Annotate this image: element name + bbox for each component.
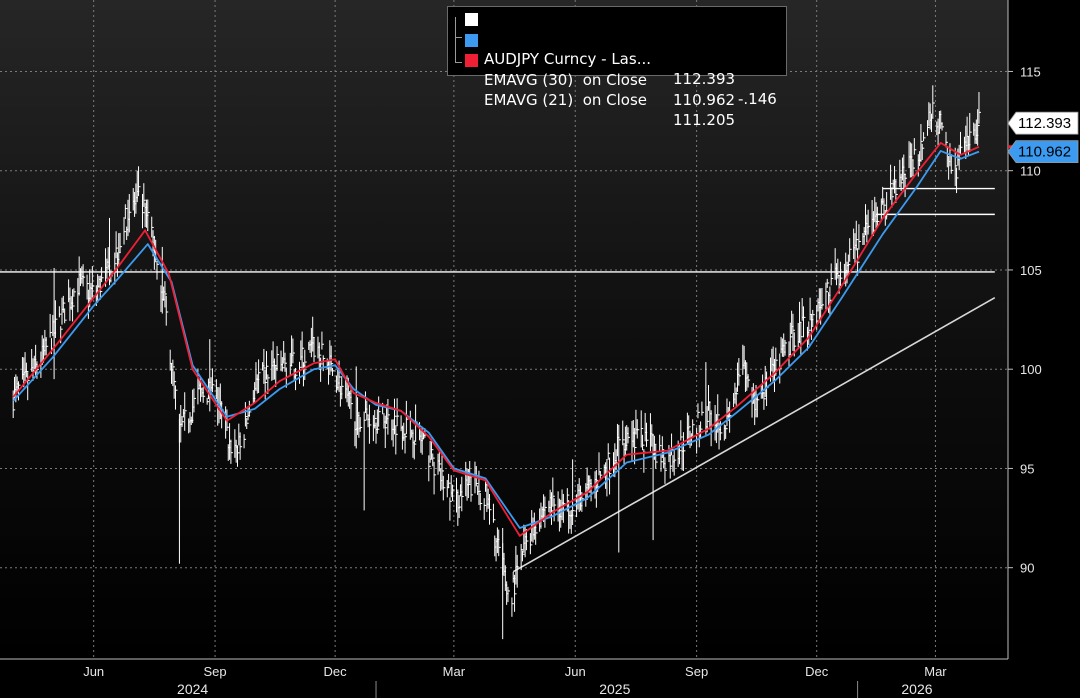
legend-swatch-price — [465, 13, 478, 26]
legend-item-price: AUDJPY Curncy - Las... 112.393 -.146 — [448, 9, 777, 108]
legend-name-price: AUDJPY Curncy - Las... — [484, 50, 651, 68]
ema21-line — [12, 142, 980, 537]
tick-label-x-1: Sep — [203, 664, 226, 679]
legend-name-ema30: EMAVG (30) on Close — [484, 71, 648, 89]
tick-label-y-110: 110 — [1020, 164, 1041, 179]
last-price-flag: 112.393 — [1007, 111, 1079, 135]
trendline-0 — [512, 297, 996, 573]
last-price-flag-text: 112.393 — [1018, 115, 1071, 132]
ema30-flag-box — [1007, 140, 1079, 164]
tick-label-x-3: Mar — [443, 664, 466, 679]
tick-label-y-95: 95 — [1020, 461, 1034, 476]
value-flags: 112.393 110.962 — [1007, 111, 1079, 164]
tick-label-x-0: Jun — [83, 664, 104, 679]
legend-value-ema30: 110.962 — [673, 91, 736, 109]
legend-item-ema30: EMAVG (30) on Close 110.962 — [448, 30, 735, 109]
ema30-flag-text: 110.962 — [1018, 144, 1071, 161]
ema30-flag: 110.962 — [1007, 140, 1079, 164]
year-label-1: 2025 — [599, 681, 630, 697]
legend-item-ema21: EMAVG (21) on Close 111.205 — [448, 50, 735, 129]
tick-label-x-4: Jun — [565, 664, 586, 679]
legend-swatch-ema21 — [465, 54, 478, 67]
tick-label-y-100: 100 — [1020, 362, 1042, 377]
tick-label-x-2: Dec — [324, 664, 348, 679]
legend-value-ema21: 111.205 — [673, 111, 736, 129]
tick-label-y-90: 90 — [1020, 561, 1034, 576]
legend-tree-connector — [455, 17, 462, 63]
legend: AUDJPY Curncy - Las... 112.393 -.146 EMA… — [447, 6, 787, 129]
legend-swatch-ema30 — [465, 34, 478, 47]
axes: 90 95 100 105 110 115 Jun Sep Dec Mar Jun Sep Dec Mar… — [0, 0, 1042, 698]
year-label-0: 2024 — [177, 681, 208, 697]
tick-label-x-7: Mar — [924, 664, 947, 679]
year-label-2: 2026 — [901, 681, 932, 697]
legend-change-price: -.146 — [738, 90, 777, 108]
last-price-flag-box — [1007, 111, 1079, 135]
plot-background — [0, 0, 1008, 659]
tick-label-y-105: 105 — [1020, 263, 1042, 278]
tick-label-x-6: Dec — [805, 664, 829, 679]
ema-lines — [12, 142, 980, 537]
legend-name-ema21: EMAVG (21) on Close — [484, 91, 648, 109]
tick-label-x-5: Sep — [685, 664, 708, 679]
tick-label-y-115: 115 — [1020, 64, 1041, 79]
legend-value-price: 112.393 — [673, 70, 736, 88]
